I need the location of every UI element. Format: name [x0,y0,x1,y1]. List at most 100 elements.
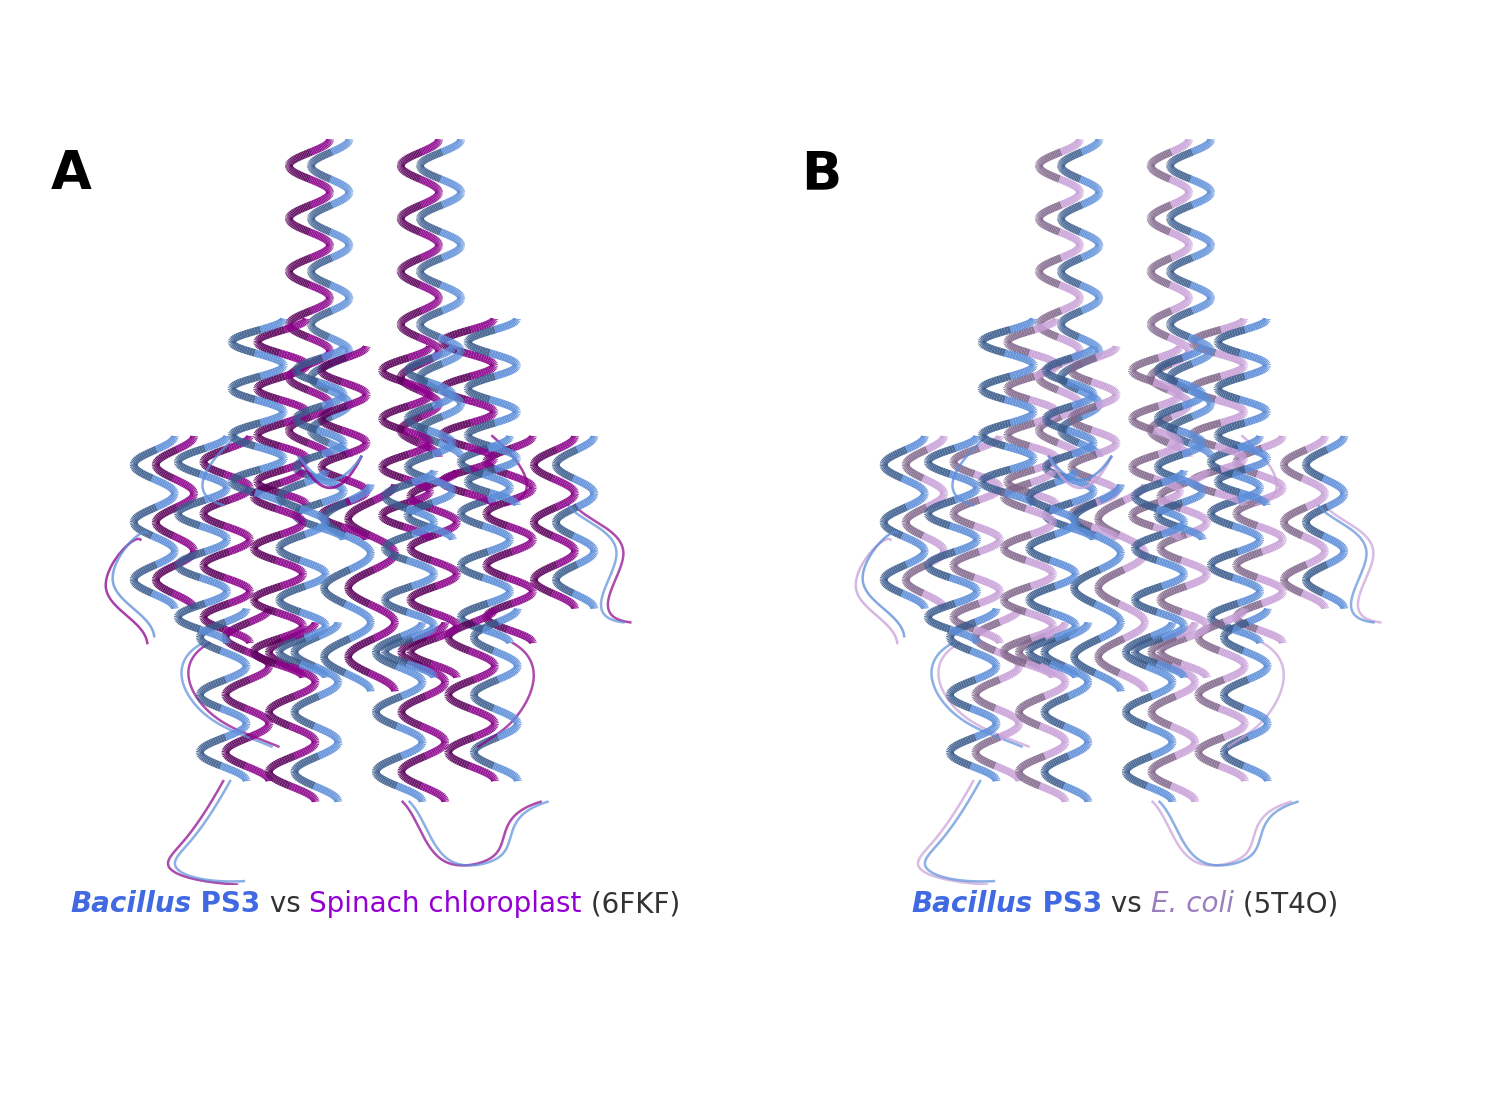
Polygon shape [326,457,330,464]
Polygon shape [1070,565,1076,573]
Polygon shape [309,477,314,484]
Polygon shape [342,379,348,386]
Polygon shape [474,639,480,646]
Polygon shape [1168,384,1173,392]
Polygon shape [426,346,432,352]
Polygon shape [207,568,213,575]
Polygon shape [297,626,303,634]
Polygon shape [1010,380,1016,388]
Polygon shape [255,337,261,343]
Polygon shape [1017,586,1022,594]
Polygon shape [424,501,429,508]
Polygon shape [427,617,433,625]
Polygon shape [1194,433,1198,440]
Polygon shape [363,542,369,549]
Polygon shape [504,533,510,539]
Polygon shape [326,469,330,477]
Polygon shape [1202,234,1206,242]
Polygon shape [1258,403,1264,411]
Polygon shape [254,549,260,556]
Polygon shape [1209,610,1215,617]
Polygon shape [483,681,489,688]
Polygon shape [1167,624,1173,630]
Polygon shape [1156,515,1162,522]
Polygon shape [420,432,426,438]
Polygon shape [1098,352,1102,360]
Polygon shape [294,276,298,283]
Polygon shape [360,597,366,605]
Polygon shape [1204,470,1209,478]
Polygon shape [506,614,510,621]
Polygon shape [1158,329,1162,337]
Polygon shape [1083,481,1088,489]
Polygon shape [513,412,519,418]
Polygon shape [190,607,198,609]
Polygon shape [326,299,332,305]
Polygon shape [1002,496,1008,503]
Polygon shape [477,572,482,580]
Polygon shape [1190,733,1196,740]
Polygon shape [1197,616,1203,624]
Polygon shape [345,192,352,197]
Polygon shape [1198,233,1203,240]
Polygon shape [436,149,441,157]
Polygon shape [993,346,998,355]
Polygon shape [1161,457,1167,464]
Polygon shape [246,676,250,684]
Polygon shape [459,507,465,514]
Polygon shape [441,282,446,290]
Polygon shape [1148,430,1155,432]
Polygon shape [296,170,300,178]
Polygon shape [176,535,180,542]
Polygon shape [1168,604,1173,612]
Polygon shape [1196,426,1200,434]
Polygon shape [1046,628,1050,636]
Polygon shape [366,619,375,623]
Polygon shape [1164,279,1168,287]
Polygon shape [1080,359,1084,367]
Polygon shape [368,568,374,575]
Polygon shape [162,452,166,459]
Polygon shape [404,209,408,216]
Polygon shape [446,178,450,186]
Polygon shape [399,213,405,219]
Polygon shape [282,559,288,568]
Polygon shape [940,489,946,493]
Polygon shape [1185,402,1192,404]
Polygon shape [1148,453,1152,461]
Polygon shape [1095,651,1102,657]
Polygon shape [302,759,307,766]
Polygon shape [1216,419,1222,427]
Polygon shape [1101,576,1107,584]
Polygon shape [438,685,444,692]
Polygon shape [1182,788,1188,796]
Polygon shape [382,371,387,378]
Polygon shape [363,393,370,395]
Polygon shape [1041,554,1047,562]
Polygon shape [1202,355,1206,362]
Polygon shape [436,256,441,264]
Polygon shape [510,669,516,676]
Polygon shape [1208,298,1215,299]
Polygon shape [1084,682,1090,687]
Polygon shape [1148,219,1155,220]
Polygon shape [465,442,470,450]
Polygon shape [1226,742,1232,750]
Polygon shape [908,535,912,544]
Polygon shape [484,738,490,746]
Polygon shape [1256,601,1262,608]
Polygon shape [1095,298,1102,299]
Polygon shape [362,534,368,540]
Polygon shape [270,607,274,615]
Polygon shape [336,473,340,481]
Polygon shape [1188,307,1192,315]
Polygon shape [268,377,273,384]
Polygon shape [333,376,338,384]
Polygon shape [1092,289,1096,295]
Polygon shape [1095,404,1102,407]
Polygon shape [160,442,166,450]
Polygon shape [447,304,452,312]
Polygon shape [472,732,478,740]
Polygon shape [1004,480,1011,482]
Polygon shape [244,636,250,642]
